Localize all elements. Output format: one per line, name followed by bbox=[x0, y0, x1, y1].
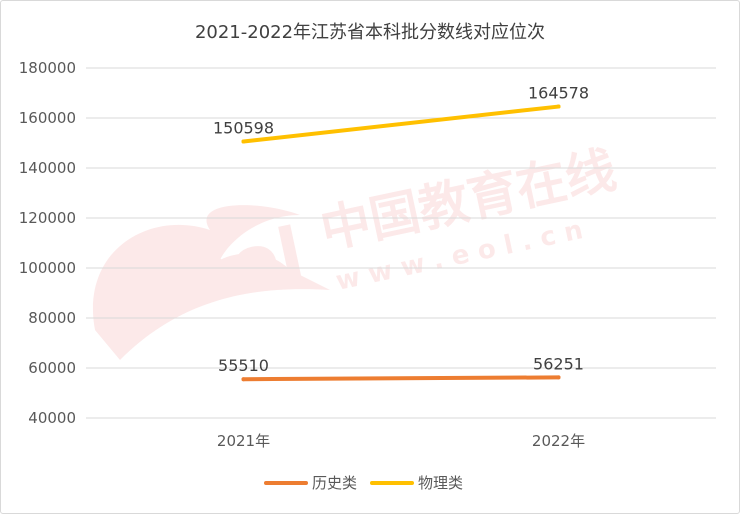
x-axis: 2021年 2022年 bbox=[217, 432, 585, 450]
data-label: 55510 bbox=[218, 356, 269, 375]
data-point bbox=[556, 375, 561, 380]
data-label: 150598 bbox=[213, 119, 274, 138]
data-point bbox=[556, 104, 561, 109]
data-point bbox=[241, 139, 246, 144]
y-tick-label: 60000 bbox=[28, 359, 76, 377]
legend-label: 物理类 bbox=[418, 474, 463, 492]
eol-logo-icon: eol bbox=[92, 205, 330, 360]
series-layer bbox=[241, 104, 561, 382]
y-tick-label: 40000 bbox=[28, 409, 76, 427]
data-labels: 55510 56251 150598 164578 bbox=[213, 84, 589, 376]
y-tick-label: 140000 bbox=[19, 159, 76, 177]
eol-watermark: eol 中国教育在线 w w w . e o l . c n bbox=[92, 141, 621, 360]
legend-label: 历史类 bbox=[312, 474, 357, 492]
y-tick-label: 160000 bbox=[19, 109, 76, 127]
y-tick-label: 100000 bbox=[19, 259, 76, 277]
data-label: 56251 bbox=[533, 354, 584, 373]
y-tick-label: 180000 bbox=[19, 59, 76, 77]
y-axis: 40000 60000 80000 100000 120000 140000 160000 1… bbox=[19, 59, 76, 427]
x-tick-label: 2021年 bbox=[217, 432, 270, 450]
x-tick-label: 2022年 bbox=[532, 432, 585, 450]
y-tick-label: 80000 bbox=[28, 309, 76, 327]
y-tick-label: 120000 bbox=[19, 209, 76, 227]
gridlines bbox=[86, 67, 716, 419]
data-label: 164578 bbox=[528, 84, 589, 103]
series-line bbox=[241, 104, 561, 144]
legend: 历史类 物理类 bbox=[264, 474, 463, 492]
series-line bbox=[241, 375, 561, 382]
chart-title: 2021-2022年江苏省本科批分数线对应位次 bbox=[195, 22, 545, 43]
data-point bbox=[241, 377, 246, 382]
